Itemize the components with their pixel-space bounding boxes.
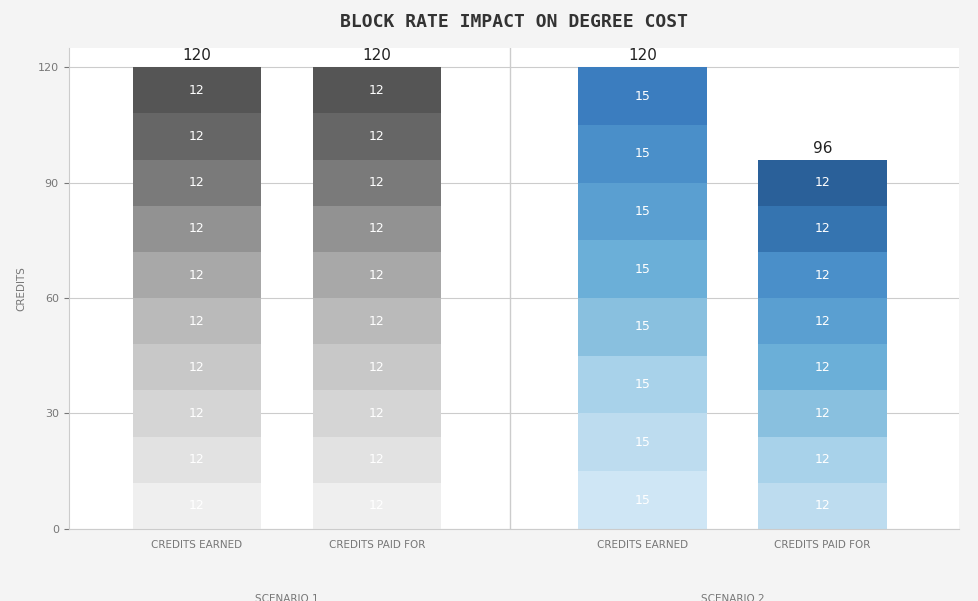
Bar xyxy=(133,67,261,114)
Text: SCENARIO 1: SCENARIO 1 xyxy=(255,594,319,601)
Bar xyxy=(757,483,886,529)
Text: 15: 15 xyxy=(634,436,649,449)
Bar xyxy=(133,391,261,436)
Text: 12: 12 xyxy=(814,315,829,328)
Text: 12: 12 xyxy=(369,499,384,512)
Text: 15: 15 xyxy=(634,147,649,160)
Text: 120: 120 xyxy=(362,49,391,64)
Text: 120: 120 xyxy=(628,49,656,64)
Text: 12: 12 xyxy=(189,361,204,374)
Text: 12: 12 xyxy=(814,222,829,236)
Bar xyxy=(312,160,441,206)
Bar xyxy=(133,436,261,483)
Text: 12: 12 xyxy=(189,499,204,512)
Bar xyxy=(133,252,261,298)
Text: 12: 12 xyxy=(189,407,204,420)
Text: 12: 12 xyxy=(189,315,204,328)
Bar xyxy=(578,298,706,356)
Text: 12: 12 xyxy=(814,407,829,420)
Bar xyxy=(578,183,706,240)
Bar xyxy=(133,114,261,160)
Bar xyxy=(757,252,886,298)
Text: 12: 12 xyxy=(814,499,829,512)
Bar xyxy=(312,344,441,391)
Title: BLOCK RATE IMPACT ON DEGREE COST: BLOCK RATE IMPACT ON DEGREE COST xyxy=(339,13,688,31)
Bar xyxy=(312,298,441,344)
Text: 120: 120 xyxy=(183,49,211,64)
Text: 12: 12 xyxy=(369,176,384,189)
Bar xyxy=(133,344,261,391)
Text: 12: 12 xyxy=(189,176,204,189)
Text: SCENARIO 2: SCENARIO 2 xyxy=(700,594,764,601)
Text: 15: 15 xyxy=(634,90,649,103)
Text: 12: 12 xyxy=(369,361,384,374)
Text: 12: 12 xyxy=(814,453,829,466)
Bar xyxy=(578,240,706,298)
Text: 15: 15 xyxy=(634,378,649,391)
Bar xyxy=(578,67,706,125)
Bar xyxy=(312,252,441,298)
Text: 12: 12 xyxy=(189,130,204,143)
Bar xyxy=(757,298,886,344)
Text: 12: 12 xyxy=(369,222,384,236)
Text: 15: 15 xyxy=(634,263,649,276)
Bar xyxy=(312,483,441,529)
Bar xyxy=(578,413,706,471)
Text: 96: 96 xyxy=(812,141,831,156)
Text: 15: 15 xyxy=(634,493,649,507)
Bar xyxy=(757,160,886,206)
Bar xyxy=(312,436,441,483)
Bar xyxy=(133,483,261,529)
Text: 15: 15 xyxy=(634,320,649,334)
Bar xyxy=(578,356,706,413)
Bar xyxy=(133,298,261,344)
Text: 12: 12 xyxy=(814,269,829,281)
Text: 12: 12 xyxy=(369,407,384,420)
Text: 12: 12 xyxy=(189,84,204,97)
Text: 12: 12 xyxy=(189,453,204,466)
Bar xyxy=(133,206,261,252)
Text: 12: 12 xyxy=(369,130,384,143)
Bar xyxy=(757,436,886,483)
Text: 12: 12 xyxy=(814,176,829,189)
Text: 12: 12 xyxy=(814,361,829,374)
Text: 15: 15 xyxy=(634,205,649,218)
Text: 12: 12 xyxy=(369,315,384,328)
Bar xyxy=(312,114,441,160)
Text: 12: 12 xyxy=(189,222,204,236)
Bar xyxy=(757,391,886,436)
Bar xyxy=(757,206,886,252)
Bar xyxy=(757,344,886,391)
Text: 12: 12 xyxy=(369,269,384,281)
Text: 12: 12 xyxy=(369,84,384,97)
Text: 12: 12 xyxy=(369,453,384,466)
Bar xyxy=(312,67,441,114)
Bar xyxy=(312,391,441,436)
Bar xyxy=(133,160,261,206)
Text: 12: 12 xyxy=(189,269,204,281)
Bar xyxy=(312,206,441,252)
Y-axis label: CREDITS: CREDITS xyxy=(17,266,26,311)
Bar xyxy=(578,471,706,529)
Bar xyxy=(578,125,706,183)
